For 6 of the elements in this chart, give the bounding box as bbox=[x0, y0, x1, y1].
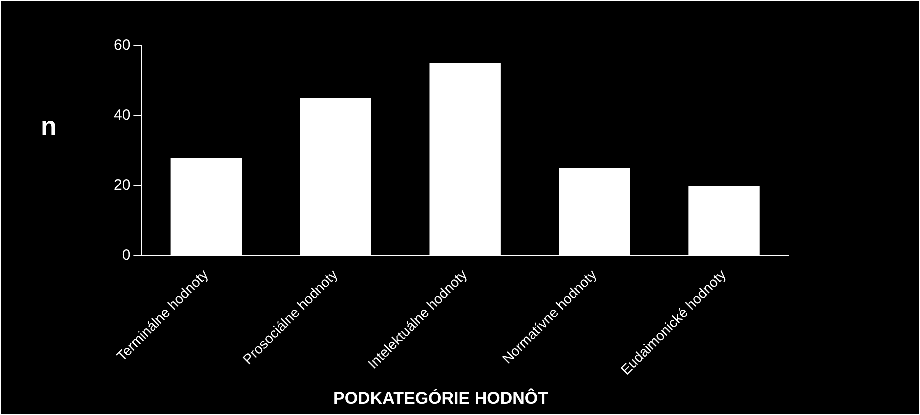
x-axis-title: PODKATEGÓRIE HODNÔT bbox=[332, 389, 550, 409]
y-tick-label: 0 bbox=[122, 247, 131, 264]
y-axis-title: n bbox=[41, 111, 57, 142]
y-tick-label: 20 bbox=[114, 177, 131, 194]
y-tick-label: 40 bbox=[114, 107, 131, 124]
y-tick-label: 60 bbox=[114, 37, 131, 54]
